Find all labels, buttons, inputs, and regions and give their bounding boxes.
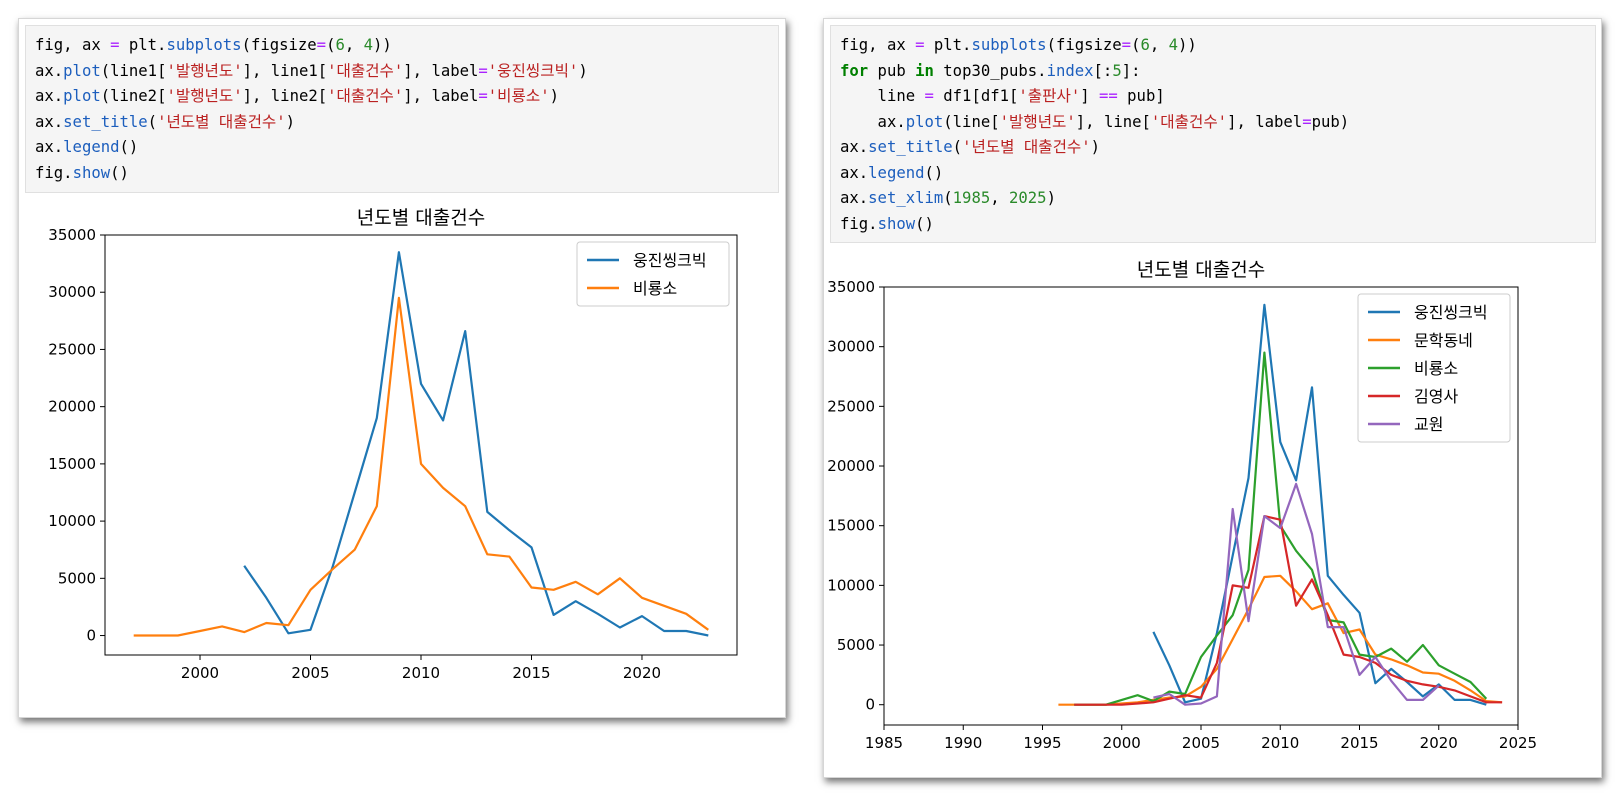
x-tick-label: 2005 xyxy=(1182,734,1220,752)
x-tick-label: 2015 xyxy=(512,664,550,682)
code-line: for pub in top30_pubs.index[:5]: xyxy=(840,61,1141,80)
x-tick-label: 2025 xyxy=(1499,734,1537,752)
legend xyxy=(576,241,730,307)
code-cell-right[interactable]: fig, ax = plt.subplots(figsize=(6, 4)) fo… xyxy=(830,25,1596,243)
legend-label: 문학동네 xyxy=(1414,331,1473,350)
code-line: ax.plot(line1['발행년도'], line1['대출건수'], la… xyxy=(35,61,588,80)
code-line: ax.set_title('년도별 대출건수') xyxy=(35,112,296,131)
y-tick-label: 20000 xyxy=(48,398,96,416)
legend xyxy=(1357,293,1511,443)
notebook-cell-left: fig, ax = plt.subplots(figsize=(6, 4)) ax… xyxy=(18,18,786,718)
code-cell-left[interactable]: fig, ax = plt.subplots(figsize=(6, 4)) ax… xyxy=(25,25,779,193)
legend-label: 교원 xyxy=(1414,415,1443,434)
y-tick-label: 5000 xyxy=(58,569,96,587)
y-tick-label: 10000 xyxy=(48,512,96,530)
code-line: ax.set_title('년도별 대출건수') xyxy=(840,138,1101,156)
x-tick-label: 2010 xyxy=(1261,734,1299,752)
y-tick-label: 35000 xyxy=(827,278,875,296)
y-tick-label: 0 xyxy=(86,627,96,645)
plot-frame xyxy=(883,286,1519,726)
x-tick-label: 2000 xyxy=(1103,734,1141,752)
code-line: fig.show() xyxy=(35,163,129,182)
code-line: fig, ax = plt.subplots(figsize=(6, 4)) xyxy=(35,36,392,54)
x-tick-label: 2005 xyxy=(291,664,329,682)
x-tick-label: 1990 xyxy=(944,734,982,752)
plot-frame xyxy=(104,234,738,656)
series-line-웅진씽크빅 xyxy=(243,251,709,637)
y-tick-label: 5000 xyxy=(837,636,875,654)
code-line: ax.legend() xyxy=(840,163,944,182)
y-tick-label: 30000 xyxy=(48,283,96,301)
series-line-김영사 xyxy=(1074,515,1503,706)
x-tick-label: 2010 xyxy=(402,664,440,682)
y-tick-label: 20000 xyxy=(827,457,875,475)
x-tick-label: 1985 xyxy=(865,734,903,752)
x-tick-label: 2020 xyxy=(623,664,661,682)
legend-label: 김영사 xyxy=(1414,387,1458,406)
code-line: ax.legend() xyxy=(35,138,139,156)
code-line: ax.plot(line2['발행년도'], line2['대출건수'], la… xyxy=(35,87,560,105)
chart-title: 년도별 대출건수 xyxy=(1137,259,1265,281)
series-line-문학동네 xyxy=(1058,574,1503,706)
line-chart-left: 년도별 대출건수 0 5000 10000 15000 20000 25000 30000 35… xyxy=(48,207,738,682)
code-line: ax.plot(line['발행년도'], line['대출건수'], labe… xyxy=(840,112,1350,131)
legend-label: 웅진씽크빅 xyxy=(1414,303,1488,322)
code-line: fig.show() xyxy=(840,214,934,233)
y-tick-label: 35000 xyxy=(48,226,96,244)
legend-label: 웅진씽크빅 xyxy=(633,251,707,270)
x-tick-label: 2000 xyxy=(181,664,219,682)
y-tick-label: 15000 xyxy=(48,455,96,473)
x-tick-label: 1995 xyxy=(1023,734,1061,752)
y-tick-label: 0 xyxy=(865,696,875,714)
x-tick-label: 2015 xyxy=(1340,734,1378,752)
legend-label: 비룡소 xyxy=(1414,359,1458,378)
series-line-비룡소 xyxy=(133,296,709,637)
y-tick-label: 25000 xyxy=(48,340,96,358)
code-line: ax.set_xlim(1985, 2025) xyxy=(840,189,1056,207)
y-tick-label: 10000 xyxy=(827,576,875,594)
line-chart-right: 년도별 대출건수 0 5000 10000 15000 20000 25000 30000 35… xyxy=(827,259,1537,752)
chart-title: 년도별 대출건수 xyxy=(357,207,485,229)
y-tick-label: 15000 xyxy=(827,517,875,535)
series-line-웅진씽크빅 xyxy=(1152,303,1487,706)
code-line: fig, ax = plt.subplots(figsize=(6, 4)) xyxy=(840,36,1197,54)
y-tick-label: 25000 xyxy=(827,397,875,415)
x-tick-label: 2020 xyxy=(1420,734,1458,752)
legend-label: 비룡소 xyxy=(633,279,677,298)
code-line: line = df1[df1['출판사'] == pub] xyxy=(840,87,1165,105)
notebook-cell-right: fig, ax = plt.subplots(figsize=(6, 4)) fo… xyxy=(823,18,1602,778)
y-tick-label: 30000 xyxy=(827,338,875,356)
series-line-교원 xyxy=(1153,482,1440,706)
